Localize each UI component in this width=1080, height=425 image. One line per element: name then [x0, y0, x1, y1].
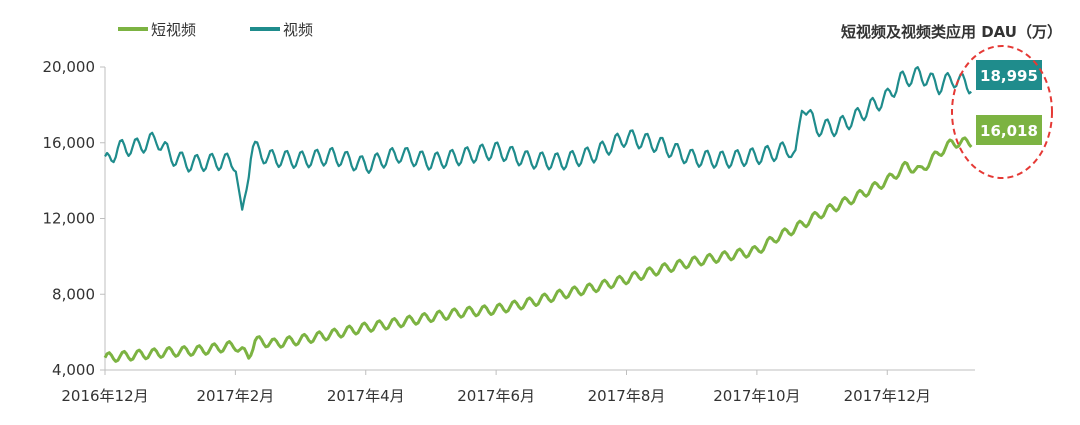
x-tick-label: 2017年12月	[844, 387, 931, 405]
series-layer	[103, 66, 973, 363]
end-value-video-text: 18,995	[980, 67, 1038, 85]
series-short-video-line	[103, 136, 973, 363]
y-tick-label: 20,000	[43, 58, 96, 76]
x-tick-label: 2017年10月	[713, 387, 800, 405]
x-axis-ticks: 2016年12月 2017年2月 2017年4月 2017年6月 2017年8月 2017…	[61, 370, 931, 405]
series-video-line	[104, 66, 972, 211]
legend: 短视频 视频	[118, 21, 313, 39]
end-value-short-video-box	[976, 115, 1042, 145]
legend-label-short-video: 短视频	[151, 21, 196, 39]
x-tick-label: 2017年8月	[588, 387, 666, 405]
x-tick-label: 2016年12月	[61, 387, 148, 405]
highlight-circle	[951, 45, 1053, 179]
y-tick-label: 8,000	[52, 285, 95, 303]
unit-label: 短视频及视频类应用 DAU（万）	[841, 23, 1062, 41]
y-tick-label: 12,000	[43, 210, 96, 228]
x-tick-label: 2017年4月	[327, 387, 405, 405]
y-tick-label: 16,000	[43, 134, 96, 152]
end-value-video: 18,995	[976, 60, 1042, 90]
end-value-video-box	[976, 60, 1042, 90]
end-value-short-video-text: 16,018	[980, 122, 1038, 140]
x-tick-label: 2017年2月	[197, 387, 275, 405]
end-value-short-video: 16,018	[976, 115, 1042, 145]
legend-label-video: 视频	[283, 21, 313, 39]
y-tick-label: 4,000	[52, 361, 95, 379]
x-tick-label: 2017年6月	[457, 387, 535, 405]
y-axis-ticks: 4,000 8,000 12,000 16,000 20,000	[43, 58, 105, 379]
